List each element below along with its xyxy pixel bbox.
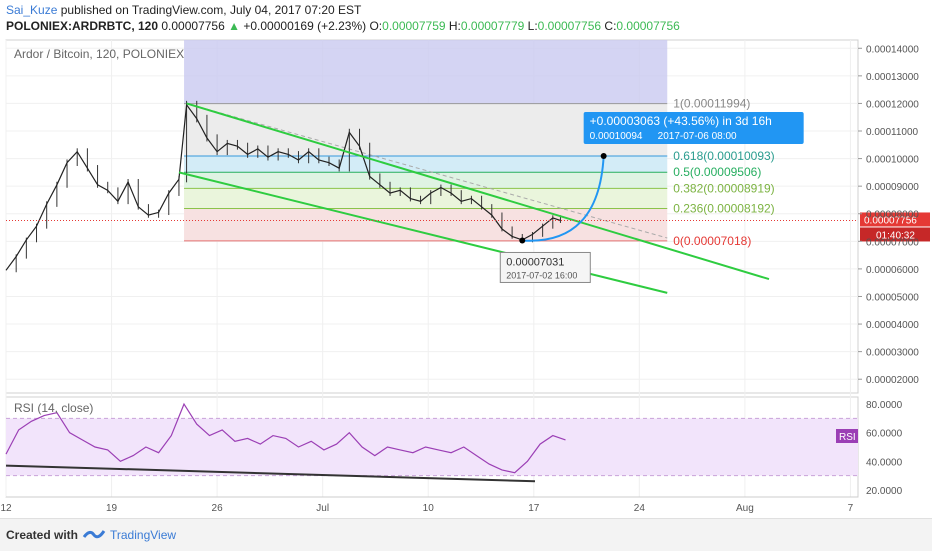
fib-level-label: 0.382(0.00008919) bbox=[673, 181, 774, 195]
x-axis-tick-label: 10 bbox=[423, 503, 435, 514]
y-axis-tick-label: 0.00014000 bbox=[866, 44, 919, 55]
main-chart-title: Ardor / Bitcoin, 120, POLONIEX bbox=[14, 47, 184, 61]
rsi-band bbox=[6, 418, 858, 476]
fib-level-label: 0(0.00007018) bbox=[673, 234, 751, 248]
current-price-tag bbox=[860, 212, 930, 227]
projection-callout-label: +0.00003063 (+43.56%) in 3d 16h bbox=[590, 114, 772, 128]
rsi-y-tick-label: 80.0000 bbox=[866, 400, 903, 411]
x-axis-tick-label: 12 bbox=[0, 503, 12, 514]
projection-curve bbox=[522, 155, 605, 242]
fib-level-label: 1(0.00011994) bbox=[673, 97, 750, 111]
y-axis-tick-label: 0.00013000 bbox=[866, 72, 919, 83]
x-axis-tick-label: 19 bbox=[106, 503, 118, 514]
x-axis-tick-label: Aug bbox=[736, 503, 754, 514]
fib-level-label: 0.5(0.00009506) bbox=[673, 165, 761, 179]
rsi-trendline bbox=[5, 464, 536, 483]
low-marker-date: 2017-07-02 16:00 bbox=[506, 270, 577, 280]
publish-line: Sai_Kuze published on TradingView.com, J… bbox=[6, 3, 361, 17]
open-label: O: bbox=[369, 19, 383, 33]
rsi-badge-label: RSI bbox=[839, 432, 856, 443]
rsi-series bbox=[5, 402, 566, 474]
published-text: published on TradingView.com, July 04, 2… bbox=[60, 3, 362, 17]
y-axis-tick-label: 0.00011000 bbox=[866, 127, 919, 138]
y-axis-tick-label: 0.00006000 bbox=[866, 265, 919, 276]
rsi-y-tick-label: 20.0000 bbox=[866, 486, 903, 497]
price-change: +0.00000169 (+2.23%) bbox=[243, 19, 367, 33]
rsi-badge bbox=[836, 429, 858, 443]
projection-callout-price: 0.00010094 bbox=[590, 131, 643, 142]
projection-callout bbox=[583, 111, 804, 144]
fib-band bbox=[184, 172, 668, 189]
chart-canvas[interactable]: 1(0.00011994) 0.618(0.00010093) 0.5(0.0000… bbox=[0, 0, 932, 518]
y-axis-tick-label: 0.00005000 bbox=[866, 292, 919, 303]
close-label: C: bbox=[604, 19, 617, 33]
current-price-value: 0.00007756 bbox=[864, 215, 917, 226]
close-value: 0.00007756 bbox=[616, 19, 680, 33]
up-arrow-icon: ▲ bbox=[228, 19, 241, 33]
x-axis-tick-label: 24 bbox=[634, 503, 646, 514]
x-axis-tick-label: 7 bbox=[848, 503, 854, 514]
fib-level-label: 0.618(0.00010093) bbox=[673, 149, 774, 163]
x-axis-tick-label: Jul bbox=[316, 503, 329, 514]
channel-line bbox=[186, 102, 770, 281]
y-axis-tick-label: 0.00004000 bbox=[866, 320, 919, 331]
created-with-text: Created with bbox=[6, 528, 79, 542]
open-value: 0.00007759 bbox=[382, 19, 446, 33]
rsi-y-tick-label: 60.0000 bbox=[866, 429, 903, 440]
projection-end-dot bbox=[600, 152, 607, 159]
price-series bbox=[5, 103, 561, 271]
high-value: 0.00007779 bbox=[460, 19, 525, 33]
projection-callout-date: 2017-07-06 08:00 bbox=[658, 131, 737, 142]
y-axis-tick-label: 0.00009000 bbox=[866, 182, 919, 193]
tradingview-brand-link[interactable]: TradingView bbox=[110, 528, 177, 542]
projection-start-dot bbox=[519, 237, 526, 244]
x-axis-tick-label: 17 bbox=[528, 503, 540, 514]
high-label: H: bbox=[448, 19, 461, 33]
low-value: 0.00007756 bbox=[537, 19, 602, 33]
author-link[interactable]: Sai_Kuze bbox=[6, 3, 58, 17]
chart-header: Sai_Kuze published on TradingView.com, J… bbox=[0, 0, 932, 36]
fib-band bbox=[184, 156, 668, 173]
low-marker-price: 0.00007031 bbox=[506, 256, 564, 268]
y-axis-tick-label: 0.00007000 bbox=[866, 237, 919, 248]
y-axis-tick-label: 0.00008000 bbox=[866, 210, 919, 221]
low-label: L: bbox=[527, 19, 538, 33]
rsi-title: RSI (14, close) bbox=[14, 401, 93, 415]
fib-band bbox=[184, 208, 668, 241]
footer-bar: Created with TradingView bbox=[0, 518, 932, 551]
symbol-label: POLONIEX:ARDRBTC, 120 bbox=[6, 19, 159, 33]
y-axis-tick-label: 0.00002000 bbox=[866, 375, 919, 386]
x-axis-tick-label: 26 bbox=[212, 503, 224, 514]
y-axis-tick-label: 0.00012000 bbox=[866, 99, 919, 110]
fib-level-label: 0.236(0.00008192) bbox=[673, 201, 774, 215]
y-axis-tick-label: 0.00003000 bbox=[866, 348, 919, 359]
projection-box bbox=[184, 40, 668, 104]
tradingview-logo-icon[interactable] bbox=[82, 527, 106, 541]
last-price: 0.00007756 bbox=[161, 19, 225, 33]
y-axis-tick-label: 0.00010000 bbox=[866, 155, 919, 166]
low-marker-box bbox=[499, 251, 591, 283]
countdown-tag bbox=[860, 227, 930, 242]
rsi-y-tick-label: 40.0000 bbox=[866, 457, 903, 468]
ohlc-line: POLONIEX:ARDRBTC, 120 0.00007756 ▲ +0.00… bbox=[6, 19, 680, 33]
countdown-value: 01:40:32 bbox=[876, 230, 915, 241]
